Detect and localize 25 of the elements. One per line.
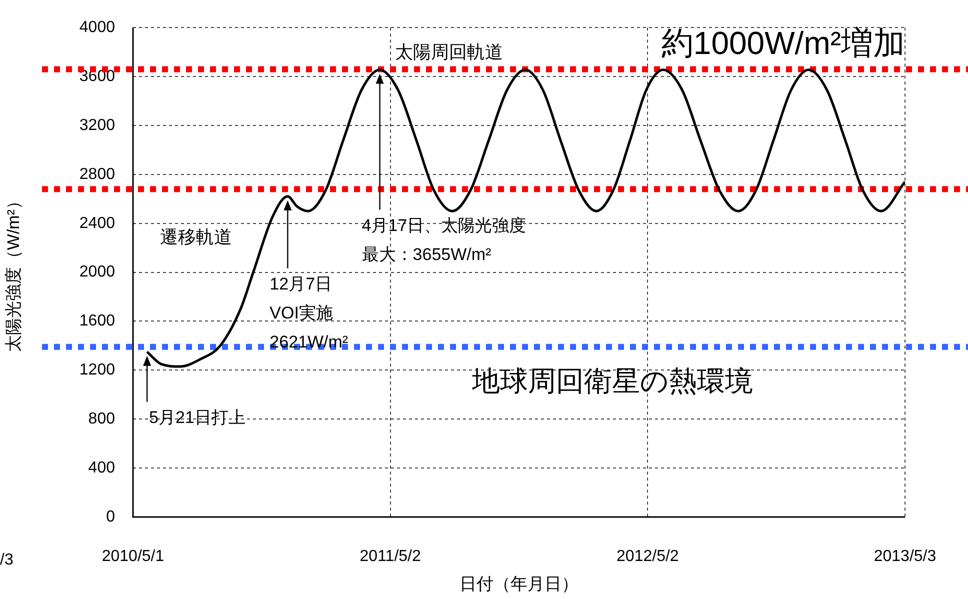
y-tick-label: 3200	[79, 116, 116, 134]
y-tick-label: 400	[88, 459, 116, 476]
annotation: 遷移軌道	[160, 226, 232, 247]
x-axis-title: 日付（年月日）	[460, 574, 578, 594]
y-tick-label: 2000	[79, 264, 116, 281]
line-series	[146, 68, 905, 368]
text: /3	[0, 551, 14, 568]
y-tick-label: 1200	[79, 362, 116, 379]
annotation: 5月21日打上	[149, 408, 246, 428]
y-axis-title: 太陽光強度（W/m²）	[4, 192, 23, 352]
ref-line-label: 地球周回衛星の熱環境	[471, 366, 753, 397]
annotation: 4月17日、太陽光強度最大：3655W/m²	[362, 216, 526, 264]
y-tick-label: 2800	[79, 166, 116, 183]
y-tick-label: 4000	[79, 19, 116, 36]
y-tick-label: 0	[106, 508, 116, 526]
x-tick-label: 2010/5/1	[102, 548, 164, 566]
y-tick-label: 800	[88, 410, 116, 428]
x-tick-label: 2011/5/2	[360, 548, 421, 566]
annotation: 太陽周回軌道	[395, 42, 503, 62]
annotation: 12月7日VOI実施2621W/m²	[270, 274, 348, 352]
x-tick-label: 2012/5/2	[616, 548, 679, 566]
y-tick-label: 2400	[79, 214, 116, 232]
y-tick-label: 1600	[79, 312, 116, 330]
annotation: 約1000W/m²増加	[661, 24, 905, 61]
x-tick-label: 2013/5/3	[874, 548, 936, 566]
